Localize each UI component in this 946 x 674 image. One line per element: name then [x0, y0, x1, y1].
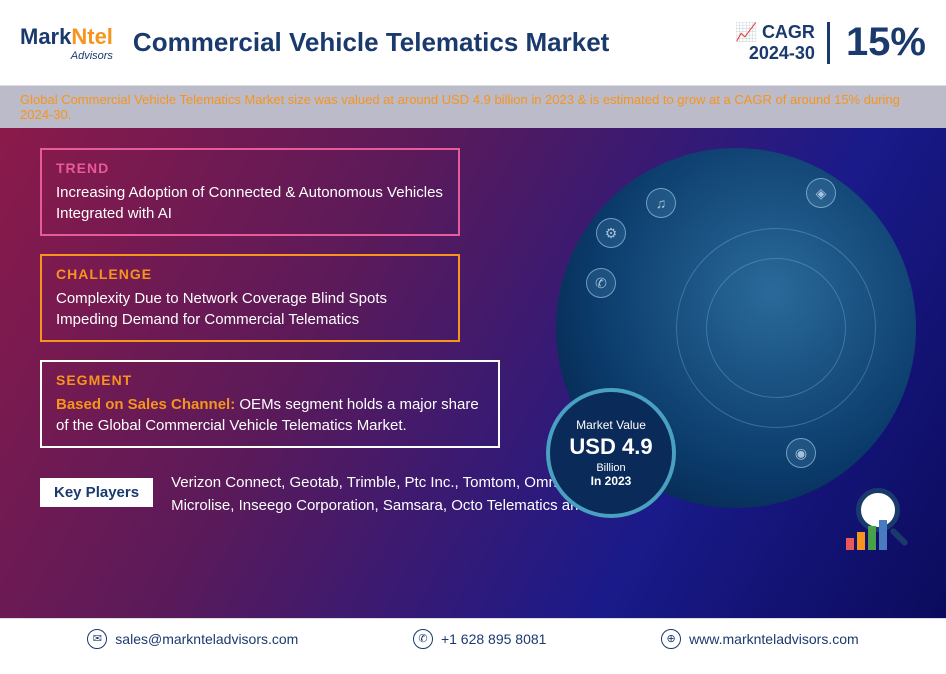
subheader: Global Commercial Vehicle Telematics Mar… — [0, 86, 946, 128]
data-icon: ◉ — [786, 438, 816, 468]
phone-text: +1 628 895 8081 — [441, 631, 547, 647]
key-players-badge: Key Players — [40, 478, 153, 507]
bar-1 — [846, 538, 854, 550]
challenge-label: CHALLENGE — [56, 266, 444, 282]
cagr-block: 📈 CAGR 2024-30 15% — [735, 20, 926, 65]
mv-label3: In 2023 — [591, 474, 632, 488]
bar-2 — [857, 532, 865, 550]
footer-email: ✉ sales@marknteladvisors.com — [87, 629, 298, 649]
logo-subtitle: Advisors — [20, 50, 113, 62]
globe-icon: ⊕ — [661, 629, 681, 649]
segment-based: Based on Sales Channel: — [56, 396, 239, 413]
segment-label: SEGMENT — [56, 372, 484, 388]
mini-bar-chart — [846, 520, 887, 550]
trend-text: Increasing Adoption of Connected & Auton… — [56, 182, 444, 224]
main-panel: TREND Increasing Adoption of Connected &… — [0, 128, 946, 658]
market-value-badge: Market Value USD 4.9 Billion In 2023 — [546, 388, 676, 518]
bar-4 — [879, 520, 887, 550]
logo-part2: Ntel — [71, 24, 113, 49]
cagr-label: CAGR — [762, 22, 815, 42]
logo-part1: Mark — [20, 24, 71, 49]
segment-text: Based on Sales Channel: OEMs segment hol… — [56, 394, 484, 436]
magnifier-chart-icon — [846, 488, 916, 558]
cagr-label-row: 📈 CAGR — [735, 22, 815, 43]
magnifier-handle — [889, 527, 909, 547]
hud-ring-2 — [706, 258, 846, 398]
footer-web: ⊕ www.marknteladvisors.com — [661, 629, 859, 649]
signal-icon: ◈ — [806, 178, 836, 208]
mv-value: USD 4.9 — [569, 434, 652, 460]
page-title: Commercial Vehicle Telematics Market — [133, 27, 735, 58]
subheader-text: Global Commercial Vehicle Telematics Mar… — [20, 92, 926, 122]
challenge-text: Complexity Due to Network Coverage Blind… — [56, 288, 444, 330]
mv-label2: Billion — [596, 462, 625, 474]
footer-phone: ✆ +1 628 895 8081 — [413, 629, 547, 649]
header: MarkNtel Advisors Commercial Vehicle Tel… — [0, 0, 946, 86]
gear-icon: ⚙ — [596, 218, 626, 248]
mv-label1: Market Value — [576, 418, 646, 432]
trend-box: TREND Increasing Adoption of Connected &… — [40, 148, 460, 236]
growth-icon: 📈 — [735, 22, 757, 42]
email-text: sales@marknteladvisors.com — [115, 631, 298, 647]
logo: MarkNtel Advisors — [20, 24, 113, 62]
cagr-left: 📈 CAGR 2024-30 — [735, 22, 830, 64]
web-text: www.marknteladvisors.com — [689, 631, 859, 647]
music-icon: ♫ — [646, 188, 676, 218]
challenge-box: CHALLENGE Complexity Due to Network Cove… — [40, 254, 460, 342]
email-icon: ✉ — [87, 629, 107, 649]
cagr-percent: 15% — [840, 20, 926, 65]
cagr-years: 2024-30 — [735, 43, 815, 64]
segment-box: SEGMENT Based on Sales Channel: OEMs seg… — [40, 360, 500, 448]
infographic-root: MarkNtel Advisors Commercial Vehicle Tel… — [0, 0, 946, 674]
trend-label: TREND — [56, 160, 444, 176]
logo-text: MarkNtel — [20, 24, 113, 50]
phone-icon: ✆ — [586, 268, 616, 298]
footer: ✉ sales@marknteladvisors.com ✆ +1 628 89… — [0, 618, 946, 658]
bar-3 — [868, 526, 876, 550]
phone-icon: ✆ — [413, 629, 433, 649]
